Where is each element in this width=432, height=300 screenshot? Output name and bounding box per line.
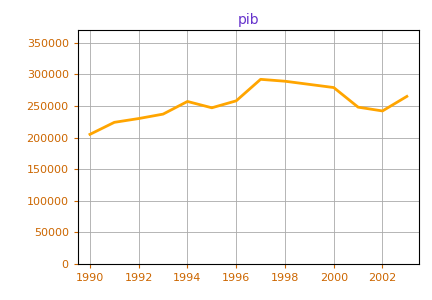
Title: pib: pib xyxy=(238,14,259,27)
